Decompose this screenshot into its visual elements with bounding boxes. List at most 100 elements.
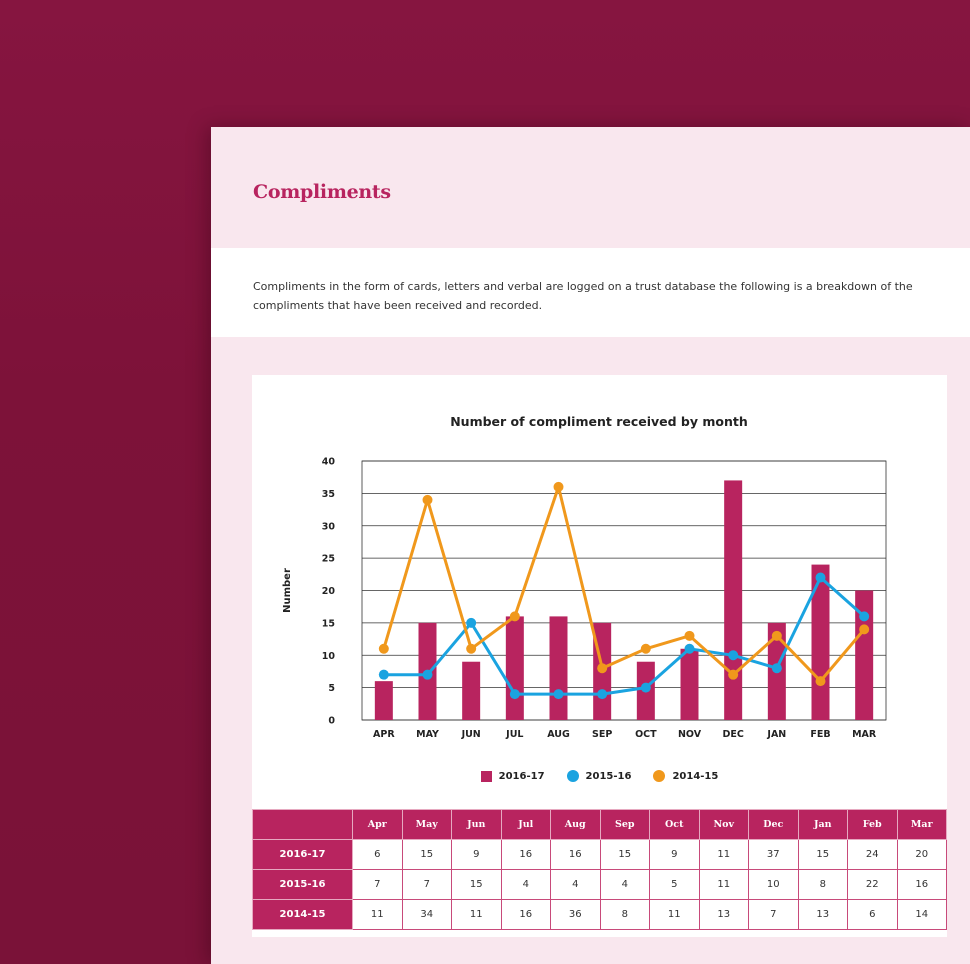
table-corner-cell — [252, 809, 353, 840]
table-cell: 14 — [896, 899, 947, 930]
table-cell: 22 — [847, 869, 898, 900]
x-tick-label: JUL — [505, 729, 523, 740]
point-2014-15 — [728, 669, 739, 680]
legend-label: 2014-15 — [672, 770, 719, 782]
y-tick-label: 40 — [322, 457, 336, 468]
table-cell: 11 — [698, 839, 749, 870]
x-tick-label: NOV — [678, 729, 702, 740]
point-2015-16 — [553, 689, 564, 700]
point-2015-16 — [728, 650, 739, 661]
y-axis-label: Number — [282, 568, 293, 613]
compliments-table: Apr May Jun Jul Aug Sep Oct Nov Dec Jan Feb Mar 201… — [252, 809, 947, 930]
table-cell: 34 — [401, 899, 452, 930]
bar-2016-17 — [462, 661, 481, 720]
point-2015-16 — [378, 669, 389, 680]
table-cell: 7 — [748, 899, 799, 930]
legend-item: 2016-17 — [480, 770, 545, 782]
table-cell: 8 — [599, 899, 650, 930]
point-2014-15 — [422, 494, 433, 505]
table-cell: 5 — [649, 869, 700, 900]
table-cell: 15 — [401, 839, 452, 870]
column-header: Sep — [599, 809, 650, 840]
point-2014-15 — [509, 611, 520, 622]
table-cell: 11 — [649, 899, 700, 930]
column-header: Apr — [352, 809, 403, 840]
table-cell: 13 — [698, 899, 749, 930]
table-cell: 11 — [698, 869, 749, 900]
table-cell: 4 — [599, 869, 650, 900]
point-2015-16 — [859, 611, 870, 622]
bar-2016-17 — [855, 590, 874, 720]
point-2015-16 — [684, 643, 695, 654]
point-2014-15 — [466, 643, 477, 654]
y-tick-label: 15 — [322, 618, 335, 629]
point-2015-16 — [466, 617, 477, 628]
x-tick-label: DEC — [722, 729, 743, 740]
column-header: Jan — [797, 809, 848, 840]
legend-item: 2015-16 — [566, 770, 632, 782]
legend-swatch — [653, 770, 666, 782]
y-tick-label: 10 — [322, 651, 336, 662]
table-cell: 11 — [352, 899, 403, 930]
table-cell: 6 — [847, 899, 898, 930]
bar-2016-17 — [680, 648, 699, 720]
table-cell: 9 — [451, 839, 502, 870]
chart-title: Number of compliment received by month — [450, 414, 748, 429]
table-cell: 16 — [500, 839, 551, 870]
bar-2016-17 — [505, 616, 524, 720]
bar-2016-17 — [374, 681, 393, 720]
legend-label: 2016-17 — [498, 770, 545, 782]
series-line-2014-15 — [382, 485, 866, 683]
series-line-2015-16 — [383, 576, 866, 696]
chart-legend: 2016-17 2015-16 2014-15 — [252, 768, 947, 784]
row-header: 2015-16 — [252, 869, 353, 900]
column-header: Mar — [896, 809, 947, 840]
point-2015-16 — [509, 689, 520, 700]
point-2014-15 — [553, 481, 564, 492]
table-cell: 37 — [748, 839, 799, 870]
y-tick-label: 35 — [322, 489, 335, 500]
table-cell: 24 — [847, 839, 898, 870]
column-header: Jul — [500, 809, 551, 840]
point-2014-15 — [815, 676, 826, 687]
legend-swatch — [480, 770, 492, 782]
row-header: 2016-17 — [252, 839, 353, 870]
table-cell: 10 — [748, 869, 799, 900]
table-cell: 7 — [401, 869, 452, 900]
y-tick-label: 25 — [322, 554, 335, 565]
x-tick-label: JAN — [766, 729, 786, 740]
section-title: Compliments — [253, 181, 391, 203]
point-2015-16 — [597, 689, 608, 700]
table-cell: 16 — [550, 839, 601, 870]
table-cell: 4 — [550, 869, 601, 900]
intro-text: Compliments in the form of cards, letter… — [253, 280, 913, 312]
table-cell: 15 — [797, 839, 848, 870]
table-row: 2015-16 7 7 15 4 4 4 5 11 10 8 22 16 — [252, 869, 947, 900]
point-2014-15 — [684, 630, 695, 641]
column-header: Oct — [649, 809, 700, 840]
table-cell: 36 — [550, 899, 601, 930]
table-cell: 7 — [352, 869, 403, 900]
table-cell: 20 — [896, 839, 947, 870]
column-header: Jun — [451, 809, 502, 840]
chart-card: Number of compliment received by month 0 5… — [252, 375, 947, 937]
y-tick-label: 0 — [328, 716, 335, 727]
legend-label: 2015-16 — [585, 770, 632, 782]
table-cell: 6 — [352, 839, 403, 870]
x-tick-label: JUN — [461, 729, 481, 740]
y-tick-label: 20 — [322, 586, 336, 597]
intro-panel: Compliments in the form of cards, letter… — [211, 248, 970, 337]
table-cell: 4 — [500, 869, 551, 900]
legend-swatch — [566, 770, 579, 782]
point-2015-16 — [640, 682, 651, 693]
point-2015-16 — [422, 669, 433, 680]
x-tick-label: APR — [373, 729, 395, 740]
table-cell: 15 — [451, 869, 502, 900]
y-tick-label: 5 — [328, 683, 335, 694]
bar-2016-17 — [549, 616, 568, 720]
x-tick-label: MAR — [852, 729, 877, 740]
table-cell: 16 — [896, 869, 947, 900]
point-2015-16 — [815, 572, 826, 583]
y-tick-label: 30 — [322, 521, 336, 532]
column-header: Aug — [550, 809, 601, 840]
